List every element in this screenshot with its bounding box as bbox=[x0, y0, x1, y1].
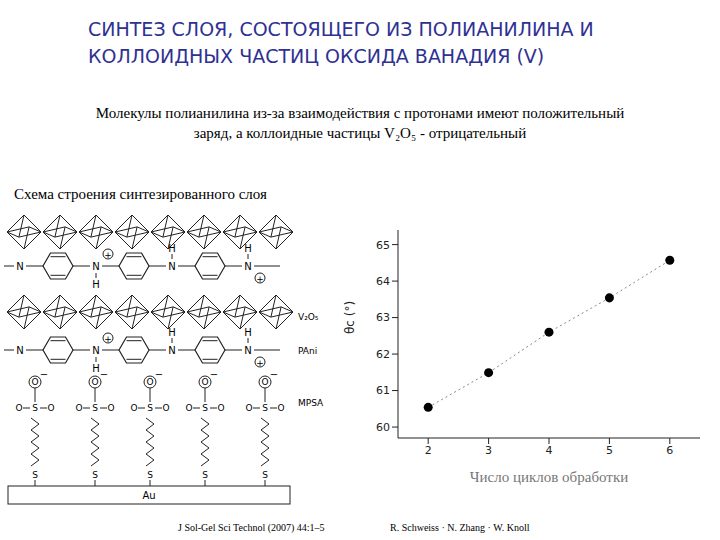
html-text:заряд, а коллоидные частицы V₂: заряд, а коллоидные частицы V₂O₅ - отриц… bbox=[193, 125, 527, 141]
svg-text:S: S bbox=[32, 470, 38, 480]
svg-text:+: + bbox=[104, 250, 112, 260]
svg-text:O: O bbox=[245, 403, 252, 413]
html-text:КОЛЛОИДНЫХ ЧАСТИЦ ОКСИДА ВАНАД: КОЛЛОИДНЫХ ЧАСТИЦ ОКСИДА ВАНАДИЯ (V) bbox=[88, 45, 545, 67]
svg-text:S: S bbox=[202, 403, 208, 413]
svg-text:2: 2 bbox=[425, 444, 432, 457]
svg-text:N: N bbox=[244, 261, 251, 272]
svg-text:N: N bbox=[16, 261, 23, 272]
svg-text:Число циклов обработки: Число циклов обработки bbox=[470, 469, 628, 485]
svg-text:θc (°): θc (°) bbox=[343, 301, 357, 334]
html-text:Схема строения синтезированног: Схема строения синтезированного слоя bbox=[14, 186, 267, 202]
svg-text:H: H bbox=[244, 243, 252, 254]
svg-text:63: 63 bbox=[376, 311, 390, 324]
svg-text:N: N bbox=[92, 345, 99, 356]
svg-text:Au: Au bbox=[142, 490, 155, 501]
svg-text:62: 62 bbox=[376, 348, 390, 361]
svg-text:O: O bbox=[91, 377, 98, 387]
svg-text:H: H bbox=[168, 243, 176, 254]
svg-text:S: S bbox=[92, 403, 98, 413]
svg-text:O: O bbox=[75, 403, 82, 413]
svg-text:−: − bbox=[40, 369, 48, 380]
svg-text:S: S bbox=[92, 470, 98, 480]
svg-text:S: S bbox=[262, 470, 268, 480]
svg-text:−: − bbox=[210, 369, 218, 380]
svg-text:O: O bbox=[277, 403, 284, 413]
svg-text:N: N bbox=[168, 345, 175, 356]
html-text:J Sol-Gel Sci Technol (2007) 4: J Sol-Gel Sci Technol (2007) 44:1–5 bbox=[178, 522, 325, 533]
svg-text:S: S bbox=[147, 470, 153, 480]
svg-text:S: S bbox=[262, 403, 268, 413]
svg-text:65: 65 bbox=[376, 239, 390, 252]
svg-text:64: 64 bbox=[376, 275, 390, 288]
svg-text:O: O bbox=[185, 403, 192, 413]
svg-text:+: + bbox=[256, 274, 264, 284]
svg-text:V₂O₅: V₂O₅ bbox=[298, 312, 319, 322]
svg-text:3: 3 bbox=[485, 444, 492, 457]
svg-text:+: + bbox=[104, 334, 112, 344]
svg-text:−: − bbox=[100, 369, 108, 380]
html-text:СИНТЕЗ СЛОЯ, СОСТОЯЩЕГО ИЗ ПОЛ: СИНТЕЗ СЛОЯ, СОСТОЯЩЕГО ИЗ ПОЛИАНИЛИНА И bbox=[88, 18, 594, 40]
svg-text:O: O bbox=[31, 377, 38, 387]
svg-text:H: H bbox=[168, 327, 176, 338]
svg-text:H: H bbox=[92, 279, 100, 290]
svg-text:N: N bbox=[16, 345, 23, 356]
svg-text:60: 60 bbox=[376, 421, 390, 434]
svg-text:N: N bbox=[244, 345, 251, 356]
svg-text:5: 5 bbox=[606, 444, 613, 457]
svg-text:PAni: PAni bbox=[298, 346, 317, 356]
svg-text:O: O bbox=[47, 403, 54, 413]
svg-text:61: 61 bbox=[376, 384, 390, 397]
svg-text:H: H bbox=[92, 363, 100, 374]
html-text:Молекулы полианилина из-за вза: Молекулы полианилина из-за взаимодействи… bbox=[95, 105, 625, 121]
svg-text:N: N bbox=[168, 261, 175, 272]
svg-text:O: O bbox=[201, 377, 208, 387]
svg-text:−: − bbox=[270, 369, 278, 380]
svg-text:O: O bbox=[146, 377, 153, 387]
svg-text:S: S bbox=[202, 470, 208, 480]
svg-text:6: 6 bbox=[666, 444, 673, 457]
svg-text:O: O bbox=[130, 403, 137, 413]
svg-text:H: H bbox=[244, 327, 252, 338]
svg-text:O: O bbox=[107, 403, 114, 413]
svg-text:MPSA: MPSA bbox=[298, 398, 324, 408]
svg-text:O: O bbox=[261, 377, 268, 387]
svg-text:−: − bbox=[155, 369, 163, 380]
svg-text:S: S bbox=[147, 403, 153, 413]
svg-text:+: + bbox=[256, 358, 264, 368]
svg-text:4: 4 bbox=[546, 444, 553, 457]
svg-text:O: O bbox=[15, 403, 22, 413]
svg-text:O: O bbox=[162, 403, 169, 413]
svg-text:N: N bbox=[92, 261, 99, 272]
html-text:R. Schweiss · N. Zhang · W. Kn: R. Schweiss · N. Zhang · W. Knoll bbox=[390, 522, 530, 533]
svg-text:S: S bbox=[32, 403, 38, 413]
svg-text:O: O bbox=[217, 403, 224, 413]
